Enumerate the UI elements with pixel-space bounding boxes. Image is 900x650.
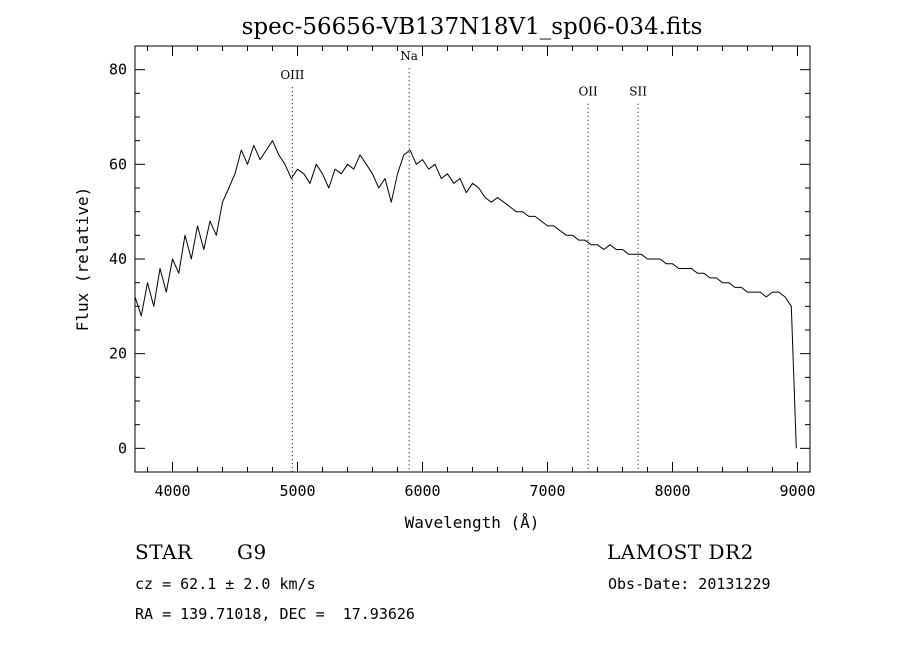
y-tick-label: 60 — [109, 155, 127, 173]
y-tick-label: 40 — [109, 250, 127, 268]
object-class: STAR — [135, 540, 193, 564]
line-marker-label: OII — [578, 85, 598, 99]
y-tick-label: 80 — [109, 61, 127, 79]
axis-ticks: 4000 5000 6000 7000 8000 9000 0 20 40 60 80 — [109, 45, 816, 500]
x-axis-label: Wavelength (Å) — [405, 513, 540, 532]
line-markers: OIII Na OII SII — [280, 49, 647, 472]
chart-title: spec-56656-VB137N18V1_sp06-034.fits — [242, 14, 703, 40]
line-marker-label: Na — [400, 49, 418, 63]
x-tick-label: 4000 — [154, 482, 190, 500]
observation-date: Obs-Date: 20131229 — [608, 575, 771, 593]
survey-name: LAMOST DR2 — [607, 540, 754, 564]
x-tick-label: 8000 — [654, 482, 690, 500]
object-subclass: G9 — [237, 540, 267, 564]
y-tick-label: 20 — [109, 345, 127, 363]
x-tick-label: 7000 — [529, 482, 565, 500]
line-marker-label: OIII — [280, 68, 304, 82]
x-tick-label: 5000 — [279, 482, 315, 500]
redshift-info: cz = 62.1 ± 2.0 km/s — [135, 575, 316, 593]
x-tick-label: 9000 — [779, 482, 815, 500]
x-tick-label: 6000 — [404, 482, 440, 500]
y-axis-label: Flux (relative) — [73, 187, 92, 332]
y-tick-label: 0 — [118, 439, 127, 457]
coordinates: RA = 139.71018, DEC = 17.93626 — [135, 605, 415, 623]
line-marker-label: SII — [629, 85, 647, 99]
spectrum-line — [134, 140, 797, 449]
plot-frame — [134, 45, 811, 473]
